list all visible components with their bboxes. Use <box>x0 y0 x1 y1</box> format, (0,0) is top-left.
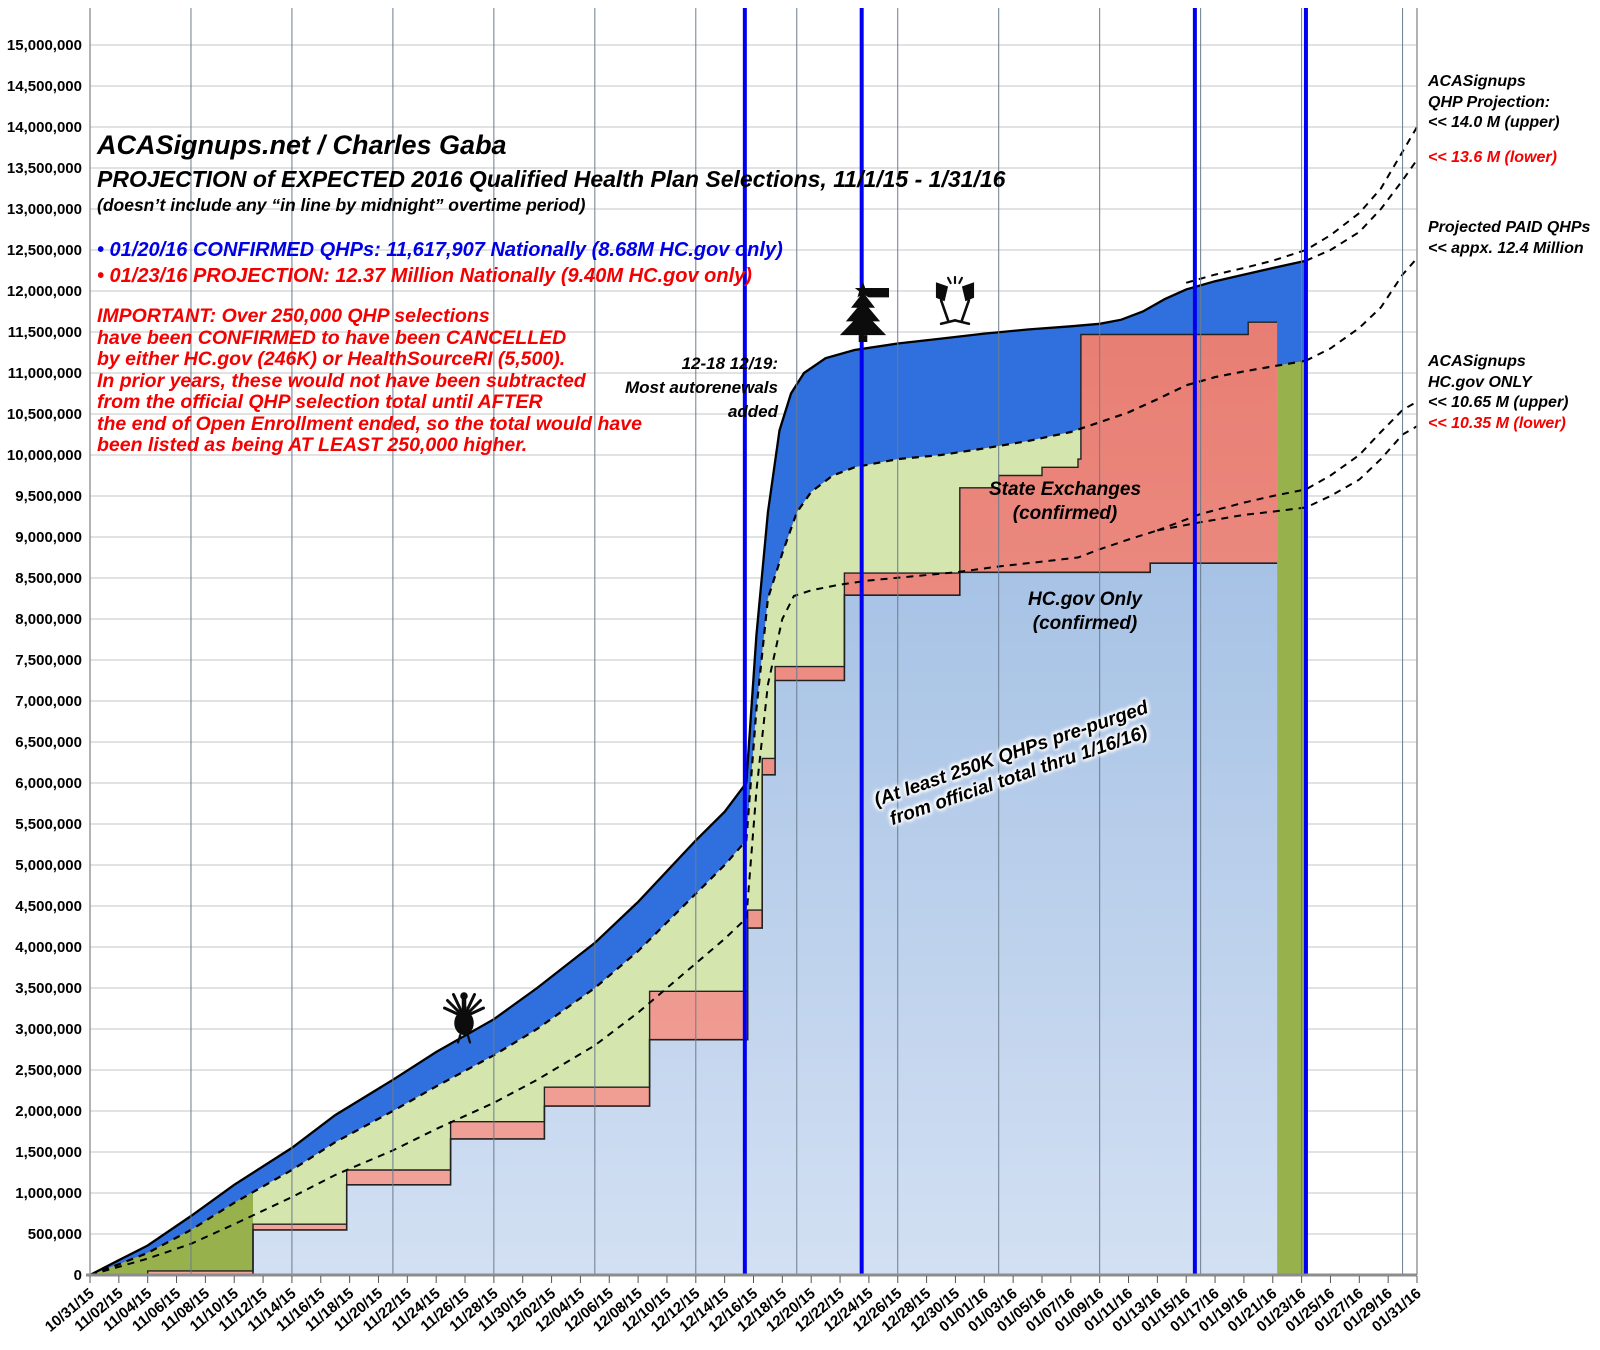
chart-header: ACASignups.net / Charles Gaba PROJECTION… <box>97 130 1005 216</box>
svg-text:9,000,000: 9,000,000 <box>15 529 82 546</box>
svg-text:3,500,000: 3,500,000 <box>15 980 82 997</box>
svg-text:6,000,000: 6,000,000 <box>15 775 82 792</box>
svg-text:1,000,000: 1,000,000 <box>15 1185 82 1202</box>
svg-text:13,000,000: 13,000,000 <box>7 201 82 218</box>
svg-text:2,000,000: 2,000,000 <box>15 1103 82 1120</box>
svg-text:10,500,000: 10,500,000 <box>7 406 82 423</box>
svg-text:3,000,000: 3,000,000 <box>15 1021 82 1038</box>
svg-text:14,500,000: 14,500,000 <box>7 78 82 95</box>
svg-text:11,000,000: 11,000,000 <box>8 365 82 382</box>
svg-text:10,000,000: 10,000,000 <box>7 447 82 464</box>
confirmed-bullet: • 01/20/16 CONFIRMED QHPs: 11,617,907 Na… <box>97 239 783 261</box>
important-note: IMPORTANT: Over 250,000 QHP selections ha… <box>97 305 642 456</box>
svg-text:4,500,000: 4,500,000 <box>15 898 82 915</box>
paid-qhp-label: Projected PAID QHPs << appx. 12.4 Million <box>1428 219 1591 257</box>
svg-text:1,500,000: 1,500,000 <box>15 1144 82 1161</box>
svg-text:5,000,000: 5,000,000 <box>15 857 82 874</box>
svg-text:7,500,000: 7,500,000 <box>15 652 82 669</box>
hcgov-lower-label: << 10.35 M (lower) <box>1428 414 1566 432</box>
autorenewals-annotation: 12-18 12/19: Most autorenewals added <box>624 354 778 421</box>
svg-text:15,000,000: 15,000,000 <box>7 37 82 54</box>
svg-text:6,500,000: 6,500,000 <box>15 734 82 751</box>
svg-text:12,500,000: 12,500,000 <box>7 242 82 259</box>
svg-text:11,500,000: 11,500,000 <box>8 324 82 341</box>
chart-title: PROJECTION of EXPECTED 2016 Qualified He… <box>97 165 1006 192</box>
svg-text:500,000: 500,000 <box>28 1226 82 1243</box>
svg-text:8,500,000: 8,500,000 <box>15 570 82 587</box>
svg-text:14,000,000: 14,000,000 <box>7 119 82 136</box>
svg-text:2,500,000: 2,500,000 <box>15 1062 82 1079</box>
christmas-tree-icon <box>837 281 1600 342</box>
svg-text:0: 0 <box>74 1267 82 1284</box>
qhp-projection-label: ACASignups QHP Projection: << 14.0 M (uppe… <box>1428 72 1600 168</box>
svg-text:8,000,000: 8,000,000 <box>15 611 82 628</box>
chart-subtitle: (doesn’t include any “in line by midnigh… <box>97 194 586 215</box>
qhp-projection-lower-label: << 13.6 M (lower) <box>1428 148 1557 166</box>
champagne-glasses-icon <box>929 275 981 331</box>
status-bullets: • 01/20/16 CONFIRMED QHPs: 11,617,907 Na… <box>97 237 783 289</box>
svg-text:4,000,000: 4,000,000 <box>15 939 82 956</box>
svg-text:9,500,000: 9,500,000 <box>15 488 82 505</box>
svg-text:5,500,000: 5,500,000 <box>15 816 82 833</box>
projection-bullet: • 01/23/16 PROJECTION: 12.37 Million Nat… <box>97 265 752 287</box>
hcgov-only-projection-label: ACASignups HC.gov ONLY << 10.65 M (upper) … <box>1428 352 1600 434</box>
svg-text:7,000,000: 7,000,000 <box>15 693 82 710</box>
thanksgiving-turkey-icon <box>440 988 488 1046</box>
svg-text:13,500,000: 13,500,000 <box>7 160 82 177</box>
site-title: ACASignups.net / Charles Gaba <box>97 130 507 160</box>
svg-text:12,000,000: 12,000,000 <box>7 283 82 300</box>
hcgov-only-area-label: HC.gov Only (confirmed) <box>1027 589 1142 634</box>
state-exchanges-label: State Exchanges (confirmed) <box>988 479 1142 524</box>
